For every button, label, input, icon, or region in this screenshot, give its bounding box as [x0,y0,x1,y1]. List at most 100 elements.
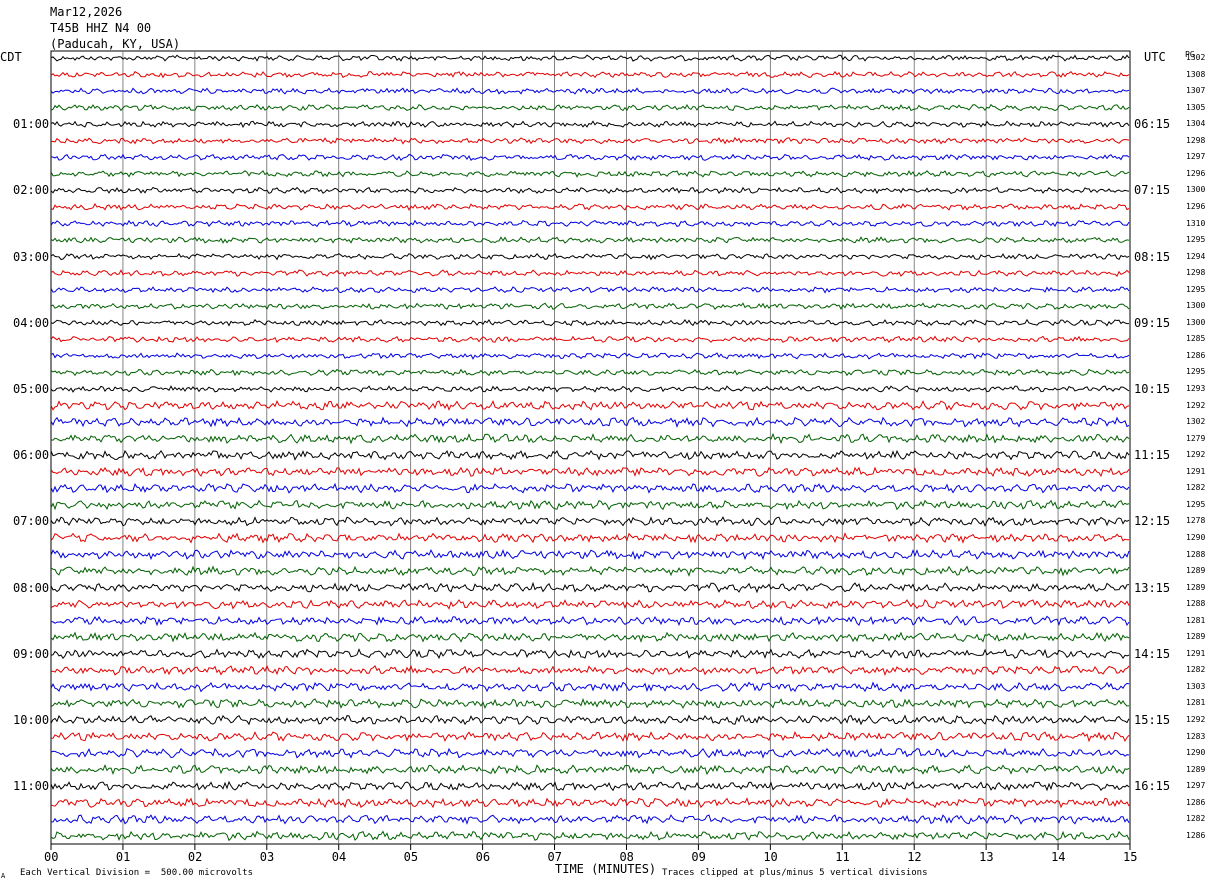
trace-11 [50,219,1130,228]
trace-value-label: 1294 [1186,251,1206,261]
trace-19 [50,352,1130,360]
trace-value-label: 1279 [1186,433,1206,443]
trace-value-label: 1289 [1186,582,1206,592]
trace-value-label: 1292 [1186,715,1206,724]
trace-9 [50,186,1130,195]
trace-value-label: 1310 [1186,218,1206,228]
scale-note: Each Vertical Division = 500.00 microvol… [20,868,253,878]
trace-value-label: 1307 [1186,86,1206,96]
trace-value-label: 1281 [1186,615,1206,625]
corner-mark: A [1,872,6,880]
x-tick-label-09: 09 [691,850,706,864]
trace-value-label: 1282 [1186,483,1206,493]
trace-48 [50,830,1130,842]
right-hour-label: 14:15 [1134,646,1171,661]
left-hour-label: 06:00 [13,448,50,463]
left-hour-label: 01:00 [13,117,50,132]
trace-30 [50,532,1130,544]
trace-value-label: 1308 [1186,69,1206,79]
trace-42 [51,730,1130,743]
plot-frame [50,50,1131,845]
trace-6 [50,136,1130,145]
trace-value-label: 1293 [1186,384,1206,393]
trace-value-label: 1288 [1186,599,1206,609]
x-tick-label-04: 04 [331,850,347,864]
trace-value-label: 1297 [1186,152,1206,162]
trace-15 [50,286,1130,294]
trace-value-label: 1303 [1186,681,1206,691]
x-tick-label-06: 06 [475,850,491,864]
trace-17 [50,318,1129,327]
x-tick-label-14: 14 [1051,850,1066,864]
left-hour-label: 05:00 [13,382,50,396]
x-tick-label-10: 10 [763,850,778,864]
trace-46 [50,797,1130,809]
right-hour-label: 11:15 [1134,448,1171,463]
trace-26 [50,466,1130,478]
trace-value-label: 1282 [1186,665,1206,675]
trace-47 [50,814,1130,825]
trace-value-label: 1305 [1186,102,1206,112]
trace-18 [50,335,1130,344]
trace-value-label: 1286 [1186,350,1206,360]
trace-37 [50,648,1130,660]
left-hour-label: 03:00 [13,249,50,264]
trace-35 [50,615,1130,627]
x-tick-label-03: 03 [259,850,275,864]
trace-29 [50,516,1130,527]
x-tick-label-00: 00 [44,850,59,864]
trace-33 [50,581,1130,594]
trace-value-label: 1292 [1186,450,1206,460]
trace-value-label: 1286 [1186,830,1206,840]
trace-value-label: 1300 [1186,301,1206,311]
trace-21 [50,385,1130,393]
x-tick-label-11: 11 [835,850,850,864]
trace-value-label: 1297 [1186,781,1206,791]
x-tick-label-13: 13 [979,850,994,864]
left-hour-label: 04:00 [13,315,50,330]
trace-22 [50,399,1130,411]
trace-value-label: 1295 [1186,367,1206,377]
trace-45 [50,780,1130,792]
right-timezone-label: UTC [1144,50,1166,64]
trace-14 [50,269,1130,277]
clip-note: Traces clipped at plus/minus 5 vertical … [662,868,928,878]
record-date: Mar12,2026 [50,5,123,19]
trace-40 [50,697,1130,709]
trace-value-label: 1298 [1186,268,1206,278]
right-hour-label: 15:15 [1134,713,1171,727]
trace-value-label: 1296 [1186,168,1206,178]
trace-3 [50,87,1130,95]
header: Mar12,2026 T45B HHZ N4 00 (Paducah, KY, … [50,4,180,52]
trace-36 [50,631,1130,643]
trace-12 [50,236,1130,244]
trace-value-label: 1288 [1186,549,1206,559]
trace-13 [50,252,1130,261]
trace-value-label: 1283 [1186,731,1206,741]
right-hour-label: 09:15 [1134,315,1171,330]
trace-39 [50,681,1130,693]
trace-31 [50,549,1130,561]
trace-value-label: 1298 [1186,135,1206,145]
left-timezone-label: CDT [0,50,22,64]
trace-value-label: 1281 [1186,698,1206,708]
left-hour-label: 08:00 [13,580,50,595]
trace-value-label: 1285 [1186,334,1206,344]
trace-value-label: 1289 [1186,764,1206,774]
trace-24 [50,432,1130,445]
x-axis-label: TIME (MINUTES) [555,862,657,876]
trace-value-label: 1300 [1186,317,1206,327]
trace-25 [50,449,1130,461]
trace-value-label: 1291 [1186,466,1206,476]
trace-1 [50,54,1130,62]
trace-41 [50,714,1130,726]
right-hour-label: 16:15 [1134,779,1171,794]
trace-34 [50,599,1130,610]
left-hour-label: 07:00 [13,514,50,529]
trace-value-label: 1295 [1186,499,1206,509]
trace-value-label: 1295 [1186,235,1206,245]
left-hour-label: 02:00 [13,183,50,198]
trace-4 [50,103,1130,112]
x-tick-label-02: 02 [187,850,203,864]
